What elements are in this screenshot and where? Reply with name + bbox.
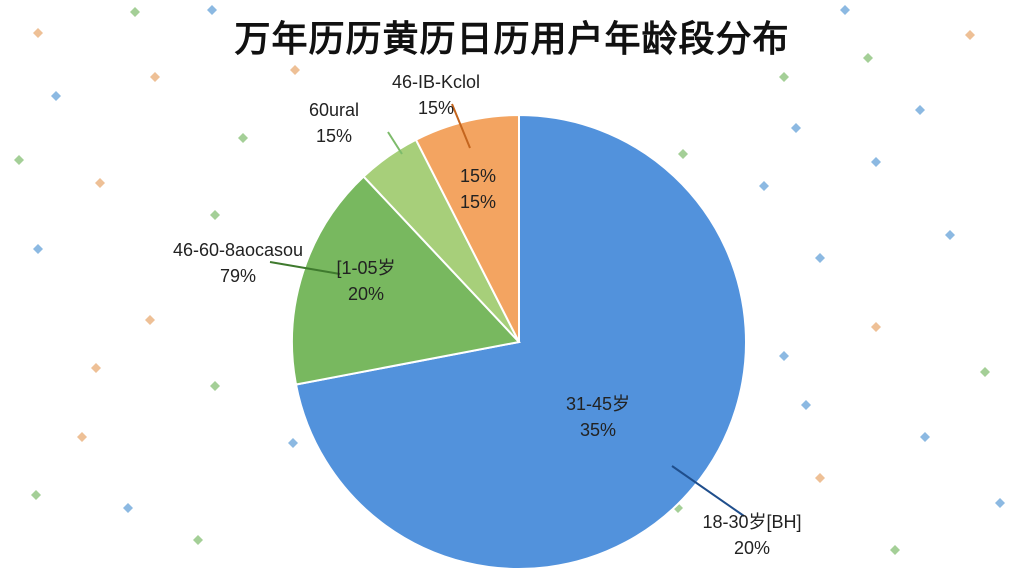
slice-outer-label: 18-30岁[BH] bbox=[702, 512, 801, 532]
slice-outer-label: 46-IB-Kclol bbox=[392, 72, 480, 92]
sparkle-decoration bbox=[980, 367, 990, 377]
sparkle-decoration bbox=[890, 545, 900, 555]
sparkle-decoration bbox=[207, 5, 217, 15]
sparkle-decoration bbox=[945, 230, 955, 240]
slice-inner-label: [1-05岁 bbox=[336, 258, 395, 278]
slice-inner-value: 20% bbox=[348, 284, 384, 304]
slice-labels: 31-45岁 35% 18-30岁[BH] 20% [1-05岁 20% 46-60-8ao… bbox=[173, 72, 802, 558]
sparkle-decoration bbox=[193, 535, 203, 545]
sparkle-decoration bbox=[779, 351, 789, 361]
leader-line bbox=[269, 261, 341, 275]
leader-lines bbox=[269, 103, 745, 517]
sparkle-decoration bbox=[288, 438, 298, 448]
sparkle-decoration bbox=[91, 363, 101, 373]
pie-slices bbox=[291, 113, 747, 570]
sparkle-decoration bbox=[915, 105, 925, 115]
sparkle-decoration bbox=[965, 30, 975, 40]
sparkle-decoration bbox=[77, 432, 87, 442]
leader-line bbox=[451, 103, 471, 149]
slice-inner-value: 15% bbox=[460, 192, 496, 212]
slice-outer-value: 15% bbox=[418, 98, 454, 118]
slice-outer-label: 60ural bbox=[309, 100, 359, 120]
slice-inner-value: 35% bbox=[580, 420, 616, 440]
sparkle-decoration bbox=[123, 503, 133, 513]
slice-inner-label: 15% bbox=[460, 166, 496, 186]
sparkle-decoration bbox=[210, 381, 220, 391]
sparkle-decoration bbox=[815, 473, 825, 483]
pie-slice bbox=[414, 113, 520, 343]
leader-line bbox=[387, 131, 403, 155]
sparkle-decoration bbox=[14, 155, 24, 165]
sparkle-decoration bbox=[150, 72, 160, 82]
sparkle-decoration bbox=[31, 490, 41, 500]
slice-inner-label: 31-45岁 bbox=[566, 394, 630, 414]
background-decoration bbox=[14, 5, 1005, 555]
sparkle-decoration bbox=[815, 253, 825, 263]
sparkle-decoration bbox=[871, 322, 881, 332]
slice-outer-value: 15% bbox=[316, 126, 352, 146]
sparkle-decoration bbox=[238, 133, 248, 143]
sparkle-decoration bbox=[51, 91, 61, 101]
slice-outer-value: 20% bbox=[734, 538, 770, 558]
sparkle-decoration bbox=[863, 53, 873, 63]
sparkle-decoration bbox=[95, 178, 105, 188]
sparkle-decoration bbox=[678, 149, 688, 159]
sparkle-decoration bbox=[995, 498, 1005, 508]
slice-outer-value: 79% bbox=[220, 266, 256, 286]
slice-outer-label: 46-60-8aocasou bbox=[173, 240, 303, 260]
pie-slice bbox=[294, 113, 747, 570]
sparkle-decoration bbox=[920, 432, 930, 442]
sparkle-decoration bbox=[210, 210, 220, 220]
sparkle-decoration bbox=[33, 28, 43, 38]
sparkle-decoration bbox=[840, 5, 850, 15]
chart-title: 万年历历黄历日历用户年龄段分布 bbox=[234, 19, 790, 60]
sparkle-decoration bbox=[130, 7, 140, 17]
leader-line bbox=[671, 465, 745, 517]
sparkle-decoration bbox=[871, 157, 881, 167]
pie-slice bbox=[291, 175, 521, 386]
sparkle-decoration bbox=[33, 244, 43, 254]
sparkle-decoration bbox=[779, 72, 789, 82]
sparkle-decoration bbox=[145, 315, 155, 325]
sparkle-decoration bbox=[759, 181, 769, 191]
sparkle-decoration bbox=[290, 65, 300, 75]
sparkle-decoration bbox=[791, 123, 801, 133]
sparkle-decoration bbox=[801, 400, 811, 410]
